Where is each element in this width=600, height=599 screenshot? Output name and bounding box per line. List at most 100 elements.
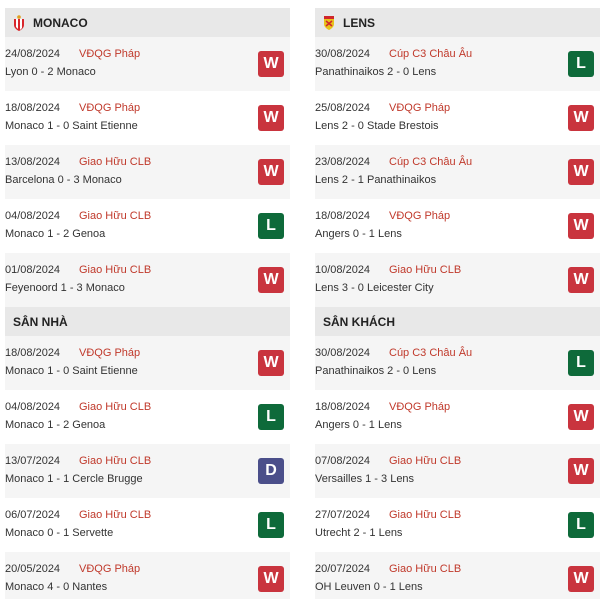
competition-link[interactable]: Giao Hữu CLB — [79, 264, 152, 276]
lens-column: LENS 30/08/2024 Cúp C3 Châu Âu Panathinaiko… — [315, 8, 600, 599]
match-list: 18/08/2024 VĐQG Pháp Monaco 1 - 0 Saint Et… — [5, 336, 290, 599]
match-date: 30/08/2024 — [315, 347, 371, 359]
competition-link[interactable]: Giao Hữu CLB — [79, 509, 152, 521]
match-date: 30/08/2024 — [315, 48, 371, 60]
match-score: Lyon 0 - 2 Monaco — [5, 66, 96, 78]
result-badge: L — [258, 512, 284, 538]
result-badge: L — [258, 213, 284, 239]
match-row[interactable]: 24/08/2024 VĐQG Pháp Lyon 0 - 2 Monaco W — [5, 37, 290, 91]
match-date: 07/08/2024 — [315, 455, 371, 467]
match-score: Feyenoord 1 - 3 Monaco — [5, 282, 125, 294]
match-row[interactable]: 06/07/2024 Giao Hữu CLB Monaco 0 - 1 Serve… — [5, 498, 290, 552]
match-date: 10/08/2024 — [315, 264, 371, 276]
competition-link[interactable]: VĐQG Pháp — [389, 102, 451, 114]
competition-link[interactable]: Cúp C3 Châu Âu — [389, 48, 473, 60]
competition-link[interactable]: Giao Hữu CLB — [389, 455, 462, 467]
section-title: SÂN KHÁCH — [323, 314, 395, 329]
section-header: SÂN KHÁCH — [315, 307, 600, 336]
match-date: 18/08/2024 — [315, 401, 371, 413]
result-badge: W — [258, 566, 284, 592]
match-row[interactable]: 30/08/2024 Cúp C3 Châu Âu Panathinaikos 2 … — [315, 37, 600, 91]
match-row[interactable]: 20/07/2024 Giao Hữu CLB OH Leuven 0 - 1 Le… — [315, 552, 600, 599]
match-date: 18/08/2024 — [5, 102, 61, 114]
match-score: Monaco 1 - 2 Genoa — [5, 228, 106, 240]
match-row[interactable]: 04/08/2024 Giao Hữu CLB Monaco 1 - 2 Genoa… — [5, 199, 290, 253]
match-score: Monaco 1 - 0 Saint Etienne — [5, 365, 138, 377]
match-score: Monaco 1 - 0 Saint Etienne — [5, 120, 138, 132]
match-row[interactable]: 30/08/2024 Cúp C3 Châu Âu Panathinaikos 2 … — [315, 336, 600, 390]
result-badge: W — [568, 404, 594, 430]
match-date: 13/08/2024 — [5, 156, 61, 168]
match-list: 30/08/2024 Cúp C3 Châu Âu Panathinaikos 2 … — [315, 37, 600, 307]
section-header: MONACO — [5, 8, 290, 37]
match-date: 04/08/2024 — [5, 210, 61, 222]
match-date: 24/08/2024 — [5, 48, 61, 60]
competition-link[interactable]: VĐQG Pháp — [79, 48, 141, 60]
match-row[interactable]: 23/08/2024 Cúp C3 Châu Âu Lens 2 - 1 Panat… — [315, 145, 600, 199]
competition-link[interactable]: VĐQG Pháp — [79, 347, 141, 359]
match-row[interactable]: 04/08/2024 Giao Hữu CLB Monaco 1 - 2 Genoa… — [5, 390, 290, 444]
competition-link[interactable]: VĐQG Pháp — [389, 210, 451, 222]
match-row[interactable]: 25/08/2024 VĐQG Pháp Lens 2 - 0 Stade Bres… — [315, 91, 600, 145]
match-score: Lens 3 - 0 Leicester City — [315, 282, 434, 294]
competition-link[interactable]: Giao Hữu CLB — [79, 401, 152, 413]
match-score: OH Leuven 0 - 1 Lens — [315, 581, 423, 593]
result-badge: L — [258, 404, 284, 430]
result-badge: W — [258, 267, 284, 293]
result-badge: W — [258, 51, 284, 77]
match-score: Lens 2 - 0 Stade Brestois — [315, 120, 439, 132]
match-date: 13/07/2024 — [5, 455, 61, 467]
result-badge: W — [568, 159, 594, 185]
result-badge: W — [258, 350, 284, 376]
section-title: MONACO — [33, 15, 88, 30]
match-row[interactable]: 18/08/2024 VĐQG Pháp Angers 0 - 1 Lens W — [315, 390, 600, 444]
match-row[interactable]: 20/05/2024 VĐQG Pháp Monaco 4 - 0 Nantes W — [5, 552, 290, 599]
match-score: Barcelona 0 - 3 Monaco — [5, 174, 122, 186]
match-score: Panathinaikos 2 - 0 Lens — [315, 365, 437, 377]
section-header: LENS — [315, 8, 600, 37]
result-badge: W — [258, 105, 284, 131]
match-row[interactable]: 10/08/2024 Giao Hữu CLB Lens 3 - 0 Leicest… — [315, 253, 600, 307]
competition-link[interactable]: Giao Hữu CLB — [79, 210, 152, 222]
match-list: 24/08/2024 VĐQG Pháp Lyon 0 - 2 Monaco W 18/… — [5, 37, 290, 307]
match-score: Monaco 4 - 0 Nantes — [5, 581, 108, 593]
match-row[interactable]: 18/08/2024 VĐQG Pháp Monaco 1 - 0 Saint Et… — [5, 336, 290, 390]
lens-crest-icon — [323, 15, 335, 31]
result-badge: W — [258, 159, 284, 185]
result-badge: W — [568, 267, 594, 293]
competition-link[interactable]: VĐQG Pháp — [389, 401, 451, 413]
result-badge: L — [568, 350, 594, 376]
competition-link[interactable]: Giao Hữu CLB — [79, 455, 152, 467]
match-score: Monaco 0 - 1 Servette — [5, 527, 114, 539]
match-date: 25/08/2024 — [315, 102, 371, 114]
match-list: 30/08/2024 Cúp C3 Châu Âu Panathinaikos 2 … — [315, 336, 600, 599]
match-row[interactable]: 07/08/2024 Giao Hữu CLB Versailles 1 - 3 L… — [315, 444, 600, 498]
competition-link[interactable]: VĐQG Pháp — [79, 102, 141, 114]
match-date: 20/07/2024 — [315, 563, 371, 575]
competition-link[interactable]: Cúp C3 Châu Âu — [389, 156, 473, 168]
match-row[interactable]: 18/08/2024 VĐQG Pháp Angers 0 - 1 Lens W — [315, 199, 600, 253]
match-date: 27/07/2024 — [315, 509, 371, 521]
match-date: 18/08/2024 — [315, 210, 371, 222]
competition-link[interactable]: VĐQG Pháp — [79, 563, 141, 575]
result-badge: W — [568, 566, 594, 592]
match-date: 23/08/2024 — [315, 156, 371, 168]
competition-link[interactable]: Giao Hữu CLB — [389, 509, 462, 521]
match-row[interactable]: 01/08/2024 Giao Hữu CLB Feyenoord 1 - 3 Mo… — [5, 253, 290, 307]
competition-link[interactable]: Giao Hữu CLB — [389, 264, 462, 276]
competition-link[interactable]: Giao Hữu CLB — [389, 563, 462, 575]
match-row[interactable]: 13/07/2024 Giao Hữu CLB Monaco 1 - 1 Cercl… — [5, 444, 290, 498]
competition-link[interactable]: Giao Hữu CLB — [79, 156, 152, 168]
result-badge: W — [568, 458, 594, 484]
section-header: SÂN NHÀ — [5, 307, 290, 336]
match-date: 01/08/2024 — [5, 264, 61, 276]
result-badge: W — [568, 213, 594, 239]
match-row[interactable]: 13/08/2024 Giao Hữu CLB Barcelona 0 - 3 Mo… — [5, 145, 290, 199]
result-badge: L — [568, 51, 594, 77]
match-score: Monaco 1 - 1 Cercle Brugge — [5, 473, 143, 485]
section-title: LENS — [343, 15, 376, 30]
match-row[interactable]: 27/07/2024 Giao Hữu CLB Utrecht 2 - 1 Lens… — [315, 498, 600, 552]
competition-link[interactable]: Cúp C3 Châu Âu — [389, 347, 473, 359]
match-row[interactable]: 18/08/2024 VĐQG Pháp Monaco 1 - 0 Saint Et… — [5, 91, 290, 145]
match-score: Utrecht 2 - 1 Lens — [315, 527, 403, 539]
